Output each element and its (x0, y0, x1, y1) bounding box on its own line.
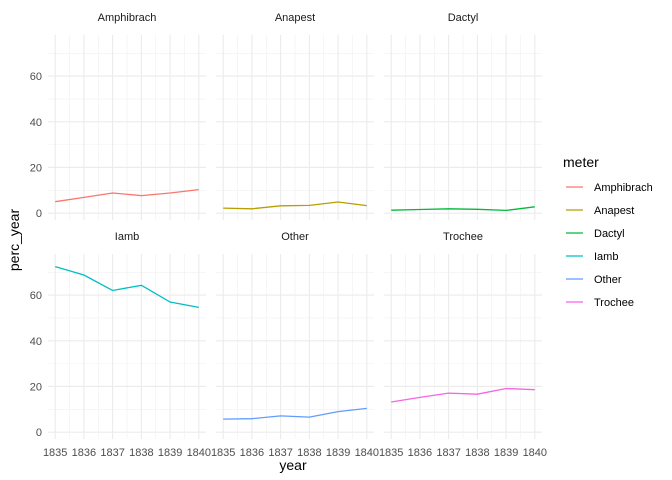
legend: meter Amphibrach Anapest Dactyl Iamb Other Tr… (563, 154, 653, 309)
facet-panels: Amphibrach 0 20 40 60 Anapest Dactyl Iamb 0 20 40 6… (30, 12, 547, 459)
series-line-iamb (55, 265, 199, 309)
x-tick-label: 1835 (211, 447, 235, 459)
x-tick-label: 1839 (326, 447, 350, 459)
facet-strip-label: Iamb (115, 231, 139, 243)
x-tick-label: 1838 (297, 447, 321, 459)
y-tick-label: 40 (30, 336, 42, 348)
y-tick-label: 40 (30, 117, 42, 129)
facet-panel-anapest: Anapest (216, 12, 374, 220)
x-axis-title: year (279, 457, 307, 473)
x-tick-label: 1837 (436, 447, 460, 459)
facet-panel-iamb: Iamb 0 20 40 60 1835 1836 1837 1838 1839 1840 (30, 231, 211, 459)
legend-label: Other (594, 274, 622, 286)
x-tick-label: 1840 (355, 447, 379, 459)
x-tick-label: 1840 (523, 447, 547, 459)
y-axis-title: perc_year (6, 209, 22, 272)
x-tick-label: 1836 (408, 447, 432, 459)
facet-strip-label: Trochee (443, 231, 483, 243)
legend-label: Amphibrach (594, 182, 653, 194)
legend-label: Dactyl (594, 228, 625, 240)
series-line-other (223, 407, 367, 420)
x-tick-label: 1836 (72, 447, 96, 459)
series-line-anapest (223, 201, 367, 210)
x-tick-label: 1835 (43, 447, 67, 459)
x-tick-label: 1836 (240, 447, 264, 459)
legend-title: meter (563, 154, 599, 170)
facet-panel-trochee: Trochee 1835 1836 1837 1838 1839 1840 (379, 231, 547, 459)
facet-panel-dactyl: Dactyl (384, 12, 542, 220)
legend-items: Amphibrach Anapest Dactyl Iamb Other Trochee (566, 182, 653, 309)
legend-label: Iamb (594, 251, 618, 263)
x-tick-label: 1839 (494, 447, 518, 459)
y-tick-label: 60 (30, 71, 42, 83)
x-tick-label: 1838 (129, 447, 153, 459)
x-tick-label: 1837 (100, 447, 124, 459)
facet-strip-label: Anapest (275, 12, 315, 24)
legend-label: Trochee (594, 297, 634, 309)
x-tick-label: 1835 (379, 447, 403, 459)
facet-panel-other: Other 1835 1836 1837 1838 1839 1840 (211, 231, 379, 459)
y-tick-label: 60 (30, 290, 42, 302)
y-tick-label: 0 (36, 208, 42, 220)
x-tick-label: 1838 (465, 447, 489, 459)
x-tick-label: 1837 (268, 447, 292, 459)
facet-strip-label: Dactyl (448, 12, 479, 24)
y-tick-label: 0 (36, 427, 42, 439)
series-line-dactyl (391, 206, 535, 212)
x-tick-label: 1839 (158, 447, 182, 459)
y-tick-label: 20 (30, 162, 42, 174)
facet-panel-amphibrach: Amphibrach 0 20 40 60 (30, 12, 206, 220)
series-line-trochee (391, 387, 535, 403)
x-tick-label: 1840 (187, 447, 211, 459)
series-line-amphibrach (55, 188, 199, 203)
y-tick-label: 20 (30, 381, 42, 393)
facet-strip-label: Other (281, 231, 309, 243)
facet-strip-label: Amphibrach (98, 12, 157, 24)
legend-label: Anapest (594, 205, 634, 217)
